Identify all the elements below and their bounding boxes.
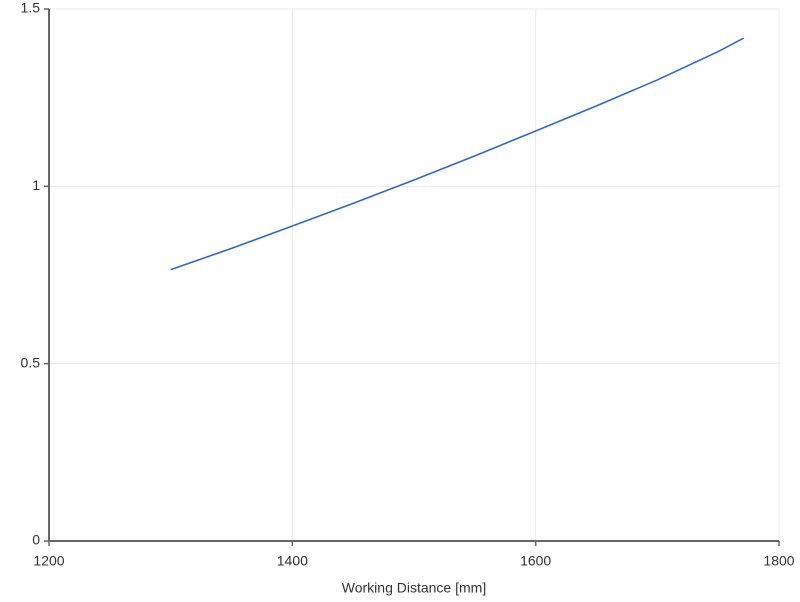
x-tick-label: 1200 [33, 553, 64, 569]
y-tick-label: 1 [32, 177, 40, 193]
y-tick-label: 0 [32, 532, 40, 548]
x-axis-label: Working Distance [mm] [342, 580, 486, 596]
x-tick-label: 1600 [520, 553, 551, 569]
x-tick-label: 1800 [763, 553, 794, 569]
y-tick-label: 1.5 [21, 0, 41, 16]
x-tick-label: 1400 [277, 553, 308, 569]
y-tick-label: 0.5 [21, 354, 41, 370]
line-series [170, 37, 745, 271]
